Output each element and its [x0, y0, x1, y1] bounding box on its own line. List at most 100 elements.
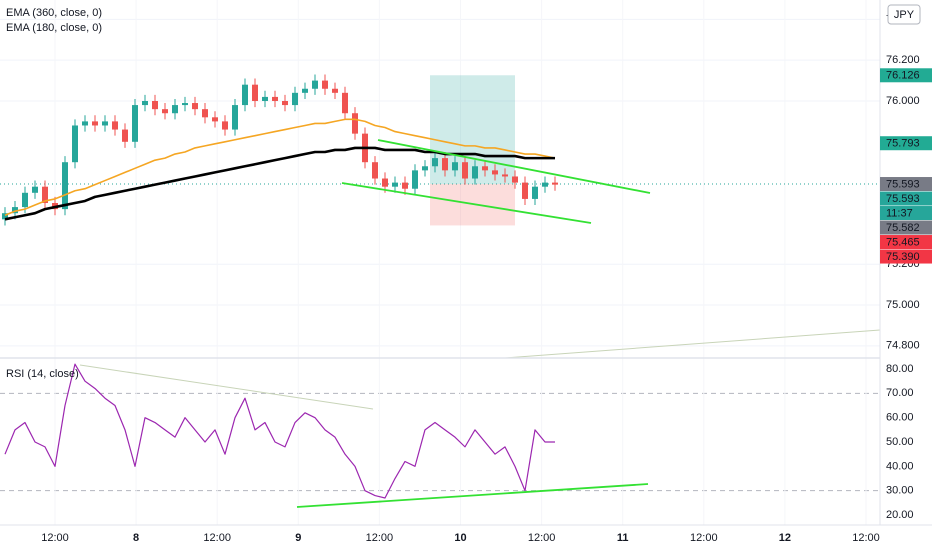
candle-body [282, 100, 288, 106]
rsi-line [4, 363, 555, 499]
y-tick-label: 75.000 [886, 299, 920, 311]
candle-body [62, 162, 68, 210]
candle-body [102, 121, 108, 126]
price-label-box [880, 136, 932, 151]
candle-body [142, 100, 148, 106]
price-label-box [880, 235, 932, 250]
rsi-tick-label: 70.00 [886, 387, 914, 399]
candle-body [322, 80, 328, 89]
candle-body [222, 121, 228, 130]
ema-line [4, 146, 555, 221]
candle-body [42, 186, 48, 204]
position-tool [430, 75, 515, 226]
legend-entry: EMA (180, close, 0) [6, 22, 102, 34]
candle-body [232, 105, 238, 130]
candle-body [512, 176, 518, 183]
price-label: 75.593 [886, 193, 920, 205]
currency-badge[interactable] [887, 4, 921, 25]
price-label: 76.126 [886, 70, 920, 82]
candle-body [272, 96, 278, 101]
price-label-box [880, 249, 932, 264]
candle-body [502, 174, 508, 177]
candle-body [452, 162, 458, 171]
x-tick-label: 8 [133, 532, 139, 544]
candle-body [172, 105, 178, 114]
candle-body [482, 166, 488, 171]
rsi-tick-label: 50.00 [886, 436, 914, 448]
currency-label[interactable]: JPY [894, 9, 915, 21]
trend-line [341, 182, 592, 224]
x-tick-label: 10 [454, 532, 466, 544]
candle-body [372, 162, 378, 179]
candle-body [242, 84, 248, 106]
candle-body [552, 182, 558, 185]
candle-body [532, 186, 538, 199]
x-tick-label: 11 [617, 532, 629, 544]
rsi-tick-label: 40.00 [886, 460, 914, 472]
grid [0, 18, 880, 492]
trend-line [296, 483, 649, 508]
candle-body [292, 92, 298, 106]
candle-body [152, 100, 158, 110]
candle-body [32, 186, 38, 193]
candle-body [212, 117, 218, 122]
trend-line [79, 364, 374, 410]
candle-body [132, 105, 138, 142]
x-tick-label: 12:00 [203, 532, 231, 544]
price-label-box [880, 206, 932, 221]
candle-body [22, 192, 28, 208]
candle-body [312, 80, 318, 89]
x-tick-label: 12:00 [41, 532, 69, 544]
candle-body [92, 121, 98, 126]
candle-body [192, 103, 198, 110]
price-label: 75.390 [886, 251, 920, 263]
x-tick-label: 12:00 [528, 532, 556, 544]
rsi-legend: RSI (14, close) [6, 368, 79, 380]
candle-body [442, 158, 448, 171]
candle-body [542, 182, 548, 187]
price-label: 75.793 [886, 138, 920, 150]
x-tick-label: 12:00 [690, 532, 718, 544]
candle-body [492, 170, 498, 175]
price-label-box [880, 220, 932, 235]
drawings [79, 139, 881, 508]
candle-body [352, 113, 358, 134]
candle-body [162, 109, 168, 114]
candle-body [82, 121, 88, 126]
candle-body [72, 125, 78, 163]
ema-line [4, 118, 556, 216]
price-label: 11:37 [886, 207, 913, 219]
candle-body [422, 166, 428, 171]
price-label-box [880, 68, 932, 83]
candle-body [302, 88, 308, 93]
candle-body [202, 109, 208, 118]
y-tick-label: 76.200 [886, 54, 920, 66]
x-tick-label: 12:00 [366, 532, 394, 544]
trend-line [377, 139, 651, 194]
price-label: 75.582 [886, 222, 920, 234]
candle-body [112, 121, 118, 130]
candle-body [342, 92, 348, 114]
candle-body [432, 158, 438, 167]
candle-body [412, 170, 418, 189]
trend-line [504, 329, 881, 359]
price-label: 75.593 [886, 178, 920, 190]
candle-body [472, 166, 478, 179]
price-label-box [880, 191, 932, 206]
candle-body [522, 182, 528, 199]
legend-entry: EMA (360, close, 0) [6, 7, 102, 19]
rsi-tick-label: 80.00 [886, 363, 914, 375]
y-tick-label: 76.000 [886, 95, 920, 107]
candle-body [262, 96, 268, 101]
candle-body [182, 103, 188, 106]
candle-body [2, 213, 8, 220]
price-label-box [880, 177, 932, 192]
rsi-tick-label: 30.00 [886, 485, 914, 497]
x-tick-label: 12 [779, 532, 791, 544]
candle-body [462, 162, 468, 179]
candle-body [382, 178, 388, 187]
x-tick-label: 9 [295, 532, 301, 544]
